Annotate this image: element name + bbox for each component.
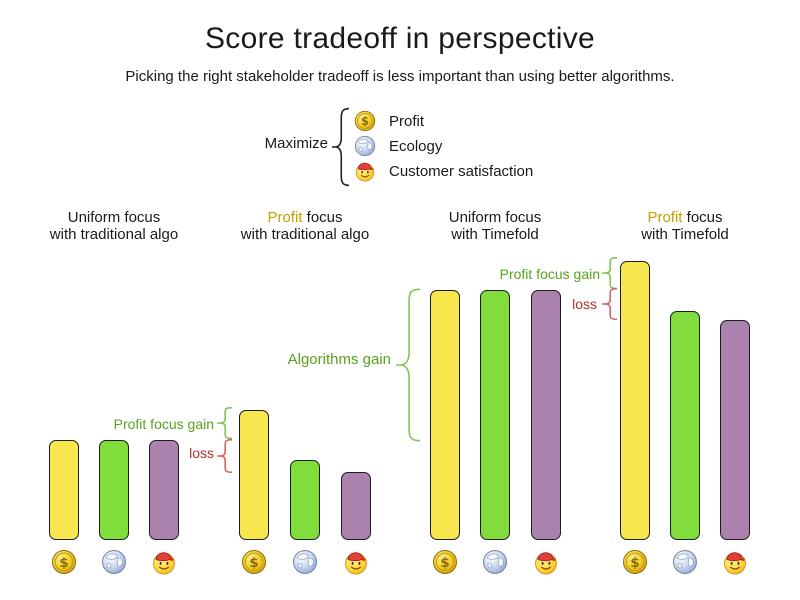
legend-item-label: Ecology — [389, 137, 443, 155]
g4-profit-focus-gain-label: Profit focus gain — [499, 266, 600, 282]
g4-profit-bar — [620, 261, 650, 540]
g1-ecology-bar — [99, 440, 129, 540]
coin-icon — [241, 549, 267, 575]
g3-ecology-bar — [480, 290, 510, 540]
smiley-icon — [722, 549, 748, 575]
g4-ecology-bar — [670, 311, 700, 540]
g1-customer-bar — [149, 440, 179, 540]
g3-customer-bar — [531, 290, 561, 540]
g2-loss-label: loss — [189, 445, 214, 461]
legend-item-ecology: Ecology — [354, 135, 442, 157]
globe-icon — [354, 135, 376, 157]
smiley-icon — [533, 549, 559, 575]
g2-customer-bar — [341, 472, 371, 540]
g2-ecology-bar — [290, 460, 320, 540]
algorithms-gain-brace — [396, 287, 420, 443]
algorithms-gain-label: Algorithms gain — [287, 351, 391, 368]
legend-item-customer: Customer satisfaction — [354, 160, 533, 182]
legend-item-label: Profit — [389, 112, 425, 130]
smiley-icon — [354, 160, 376, 182]
g4-gain-brace — [602, 257, 617, 289]
coin-icon — [432, 549, 458, 575]
coin-icon — [51, 549, 77, 575]
g2-loss-brace — [217, 439, 232, 473]
globe-icon — [672, 549, 698, 575]
g2-profit-focus-gain-label: Profit focus gain — [113, 416, 214, 432]
g4-loss-brace — [602, 288, 617, 320]
group-label-profit-traditional: Profit focus with traditional algo — [240, 209, 370, 243]
legend-maximize-label: Maximize — [264, 135, 328, 152]
g3-profit-bar — [430, 290, 460, 540]
globe-icon — [482, 549, 508, 575]
legend-brace — [332, 107, 349, 187]
smiley-icon — [343, 549, 369, 575]
g2-gain-brace — [217, 407, 232, 439]
g4-loss-label: loss — [572, 296, 597, 312]
legend-item-label: Customer satisfaction — [389, 162, 534, 180]
page-title: Score tradeoff in perspective — [204, 22, 596, 55]
coin-icon — [354, 110, 376, 132]
group-label-uniform-traditional: Uniform focus with traditional algo — [49, 209, 179, 243]
coin-icon — [622, 549, 648, 575]
page-subtitle: Picking the right stakeholder tradeoff i… — [125, 68, 675, 85]
group-label-profit-timefold: Profit focus with Timefold — [641, 209, 729, 243]
g1-profit-bar — [49, 440, 79, 540]
g2-profit-bar — [239, 410, 269, 540]
globe-icon — [101, 549, 127, 575]
group-label-uniform-timefold: Uniform focus with Timefold — [448, 209, 542, 243]
legend-item-profit: Profit — [354, 110, 424, 132]
smiley-icon — [151, 549, 177, 575]
g4-customer-bar — [720, 320, 750, 540]
globe-icon — [292, 549, 318, 575]
